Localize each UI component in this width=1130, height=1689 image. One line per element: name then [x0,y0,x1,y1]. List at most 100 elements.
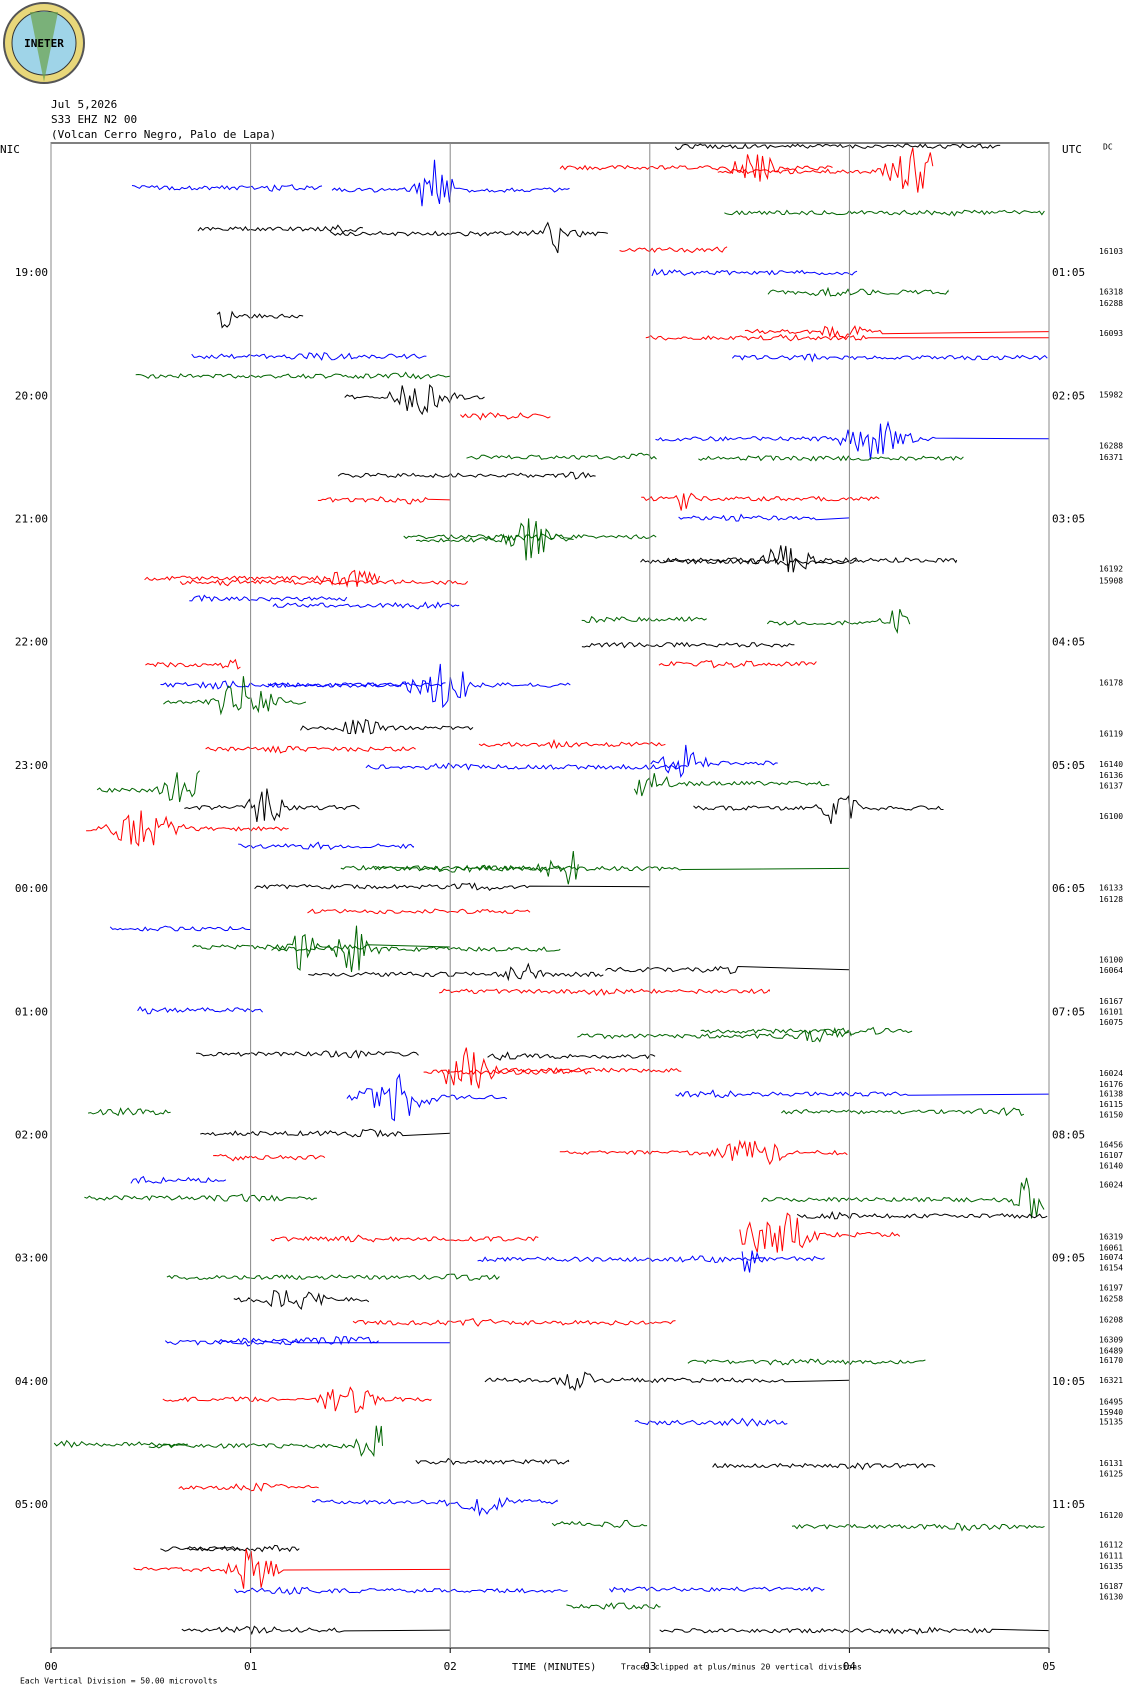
right-axis-title: UTC [1062,143,1082,156]
trace [344,383,485,416]
trace [166,1273,500,1281]
right-time-label: 02:05 [1052,389,1085,402]
trace [577,1027,852,1043]
trace [416,518,574,561]
trace [633,773,830,797]
trace [766,609,911,634]
trace [311,1497,558,1517]
dc-value: 16288 [1099,299,1123,308]
trace [213,1154,326,1162]
trace [160,680,446,690]
dc-value: 16187 [1099,1582,1123,1591]
trace [693,795,944,825]
logo: INETER [3,2,85,84]
trace [162,1386,432,1414]
trace [200,1128,451,1138]
trace [109,925,251,932]
trace [365,762,688,771]
trace [761,1177,1045,1219]
trace [739,1212,901,1253]
trace [687,1358,926,1366]
dc-title: DC [1103,143,1113,152]
right-time-label: 09:05 [1052,1252,1085,1265]
trace [189,594,348,603]
x-tick-label: 00 [44,1660,57,1673]
right-time-label: 04:05 [1052,636,1085,649]
trace [655,420,1050,460]
dc-value: 16371 [1099,453,1123,462]
trace [53,1439,188,1449]
trace [374,864,850,873]
right-time-label: 11:05 [1052,1498,1085,1511]
trace [796,1210,1048,1220]
trace [270,1234,539,1243]
trace [651,268,858,277]
trace [135,371,451,380]
trace [700,1026,913,1035]
trace [238,841,415,851]
right-time-label: 01:05 [1052,266,1085,279]
left-time-label: 04:00 [15,1375,48,1388]
dc-value: 16074 [1099,1253,1123,1262]
trace [650,744,778,779]
trace [192,933,451,971]
dc-value: 16197 [1099,1284,1123,1293]
dc-value: 15940 [1099,1408,1123,1417]
traces [53,143,1050,1636]
left-time-label: 00:00 [15,882,48,895]
dc-value: 16318 [1099,288,1123,297]
left-time-label: 02:00 [15,1128,48,1141]
dc-value: 15908 [1099,576,1123,585]
trace [415,1457,570,1466]
trace [566,1602,661,1610]
trace [551,1519,648,1528]
trace [791,1522,1045,1532]
left-time-label: 22:00 [15,636,48,649]
x-tick-label: 05 [1042,1660,1055,1673]
trace [337,471,596,480]
x-tick-label: 01 [244,1660,257,1673]
dc-value: 16075 [1099,1018,1123,1027]
trace [234,1586,568,1595]
dc-value: 16061 [1099,1243,1123,1252]
trace [352,1317,676,1327]
trace [641,492,880,511]
dc-value: 16489 [1099,1346,1123,1355]
trace [439,988,771,997]
dc-value: 16120 [1099,1511,1123,1520]
dc-value: 16192 [1099,565,1123,574]
trace [605,965,850,975]
dc-value: 16178 [1099,678,1123,687]
dc-value: 16258 [1099,1294,1123,1303]
scale-note: Each Vertical Division = 50.00 microvolt… [20,1677,218,1686]
clip-note: Traces clipped at plus/minus 20 vertical… [621,1663,862,1672]
trace [178,1482,319,1492]
trace [640,557,857,566]
dc-value: 16128 [1099,895,1123,904]
trace [484,1371,850,1392]
left-axis-title: NIC [0,143,20,156]
trace [317,496,451,505]
trace [440,1047,682,1089]
trace [674,143,1001,151]
right-time-label: 08:05 [1052,1128,1085,1141]
trace [581,615,707,624]
dc-value: 16100 [1099,812,1123,821]
trace [581,641,795,649]
right-time-label: 03:05 [1052,513,1085,526]
trace [675,1089,1050,1099]
location: (Volcan Cerro Negro, Palo de Lapa) [51,128,276,141]
x-tick-label: 04 [843,1660,857,1673]
trace [487,1051,656,1061]
left-time-label: 03:00 [15,1252,48,1265]
trace [731,352,1048,363]
trace [678,513,850,522]
trace [179,578,469,587]
trace [191,352,427,361]
dc-value: 16103 [1099,247,1123,256]
trace [698,455,964,462]
trace [186,1544,300,1553]
dc-value: 16321 [1099,1376,1123,1385]
trace [148,1425,383,1458]
dc-value: 16136 [1099,771,1123,780]
